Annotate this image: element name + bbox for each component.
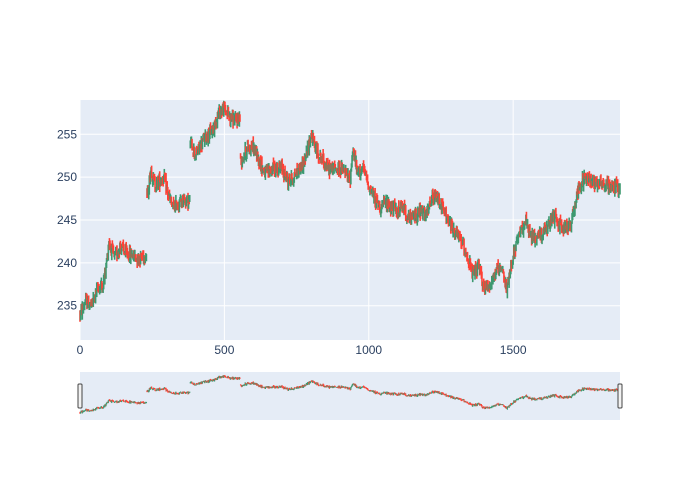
x-tick-label: 500 [214, 343, 234, 357]
candles [79, 100, 621, 322]
rangeslider-handle-right[interactable] [617, 383, 623, 409]
rangeslider-background[interactable] [80, 372, 620, 420]
y-axis-ticks: 235 240 245 250 255 [57, 127, 77, 312]
x-tick-label: 1000 [355, 343, 382, 357]
y-tick-label: 250 [57, 170, 77, 184]
rangeslider-handle-left[interactable] [77, 383, 83, 409]
rangeslider-preview [79, 375, 621, 414]
y-tick-label: 235 [57, 299, 77, 313]
y-tick-label: 255 [57, 127, 77, 141]
grid [79, 100, 620, 340]
y-tick-label: 240 [57, 256, 77, 270]
x-tick-label: 1500 [500, 343, 527, 357]
x-axis-ticks: 0 500 1000 1500 [77, 343, 527, 357]
x-tick-label: 0 [77, 343, 84, 357]
y-tick-label: 245 [57, 213, 77, 227]
